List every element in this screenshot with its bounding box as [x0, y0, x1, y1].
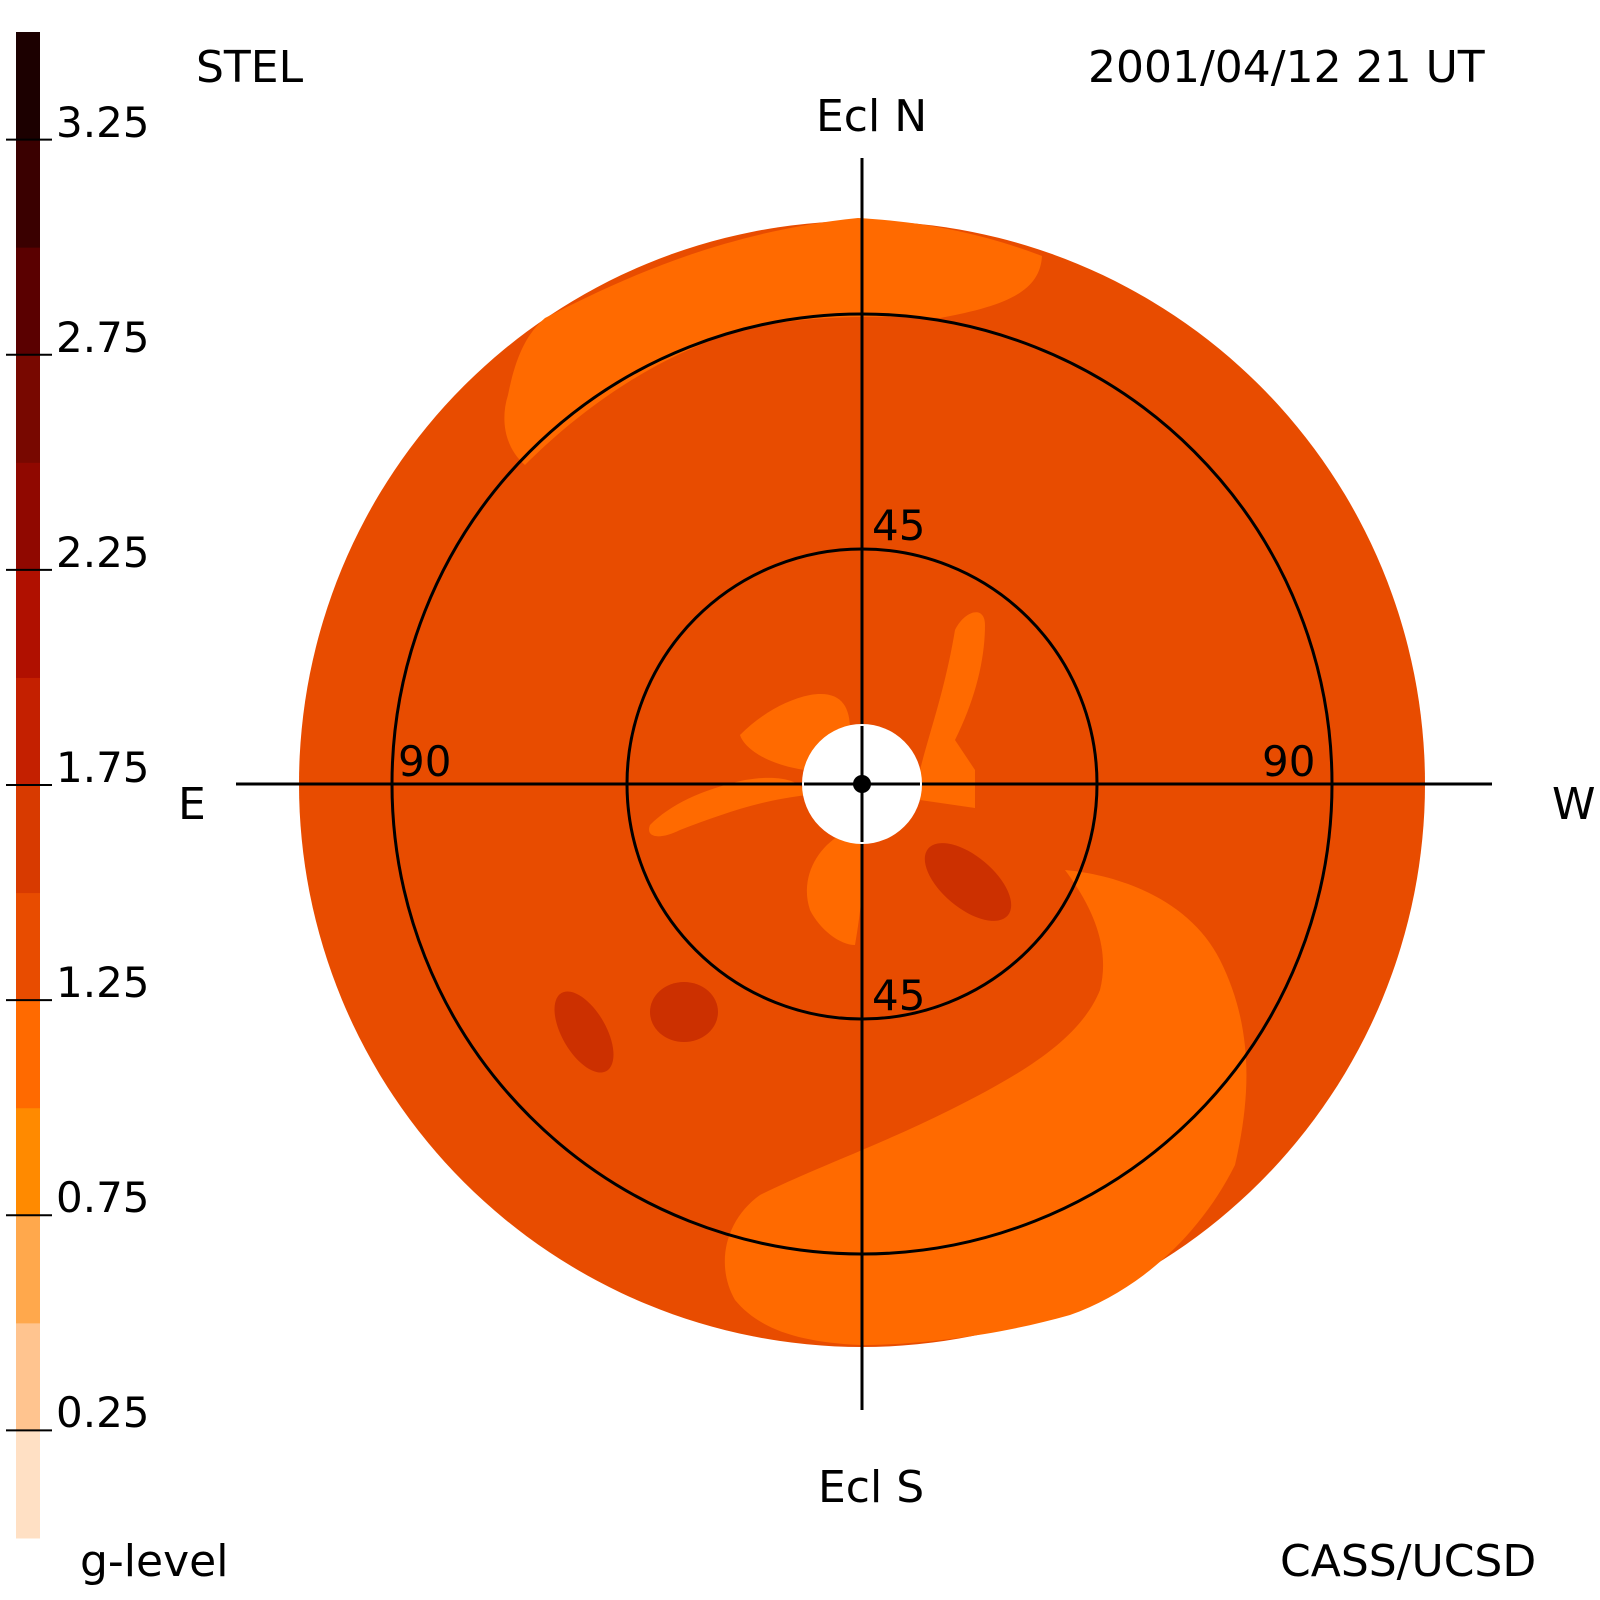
west-label: W [1552, 779, 1596, 830]
credit-label: CASS/UCSD [1280, 1536, 1537, 1587]
colorbar-band [16, 462, 40, 571]
colorbar-band [16, 32, 40, 141]
ecliptic-north-label: Ecl N [816, 91, 928, 142]
colorbar-band [16, 1322, 40, 1431]
colorbar-tick-label: 1.25 [56, 958, 150, 1008]
colorbar-tick-label: 1.75 [56, 743, 150, 792]
colorbar-tick-label: 0.25 [56, 1388, 150, 1438]
colorbar-band [16, 1000, 40, 1109]
colorbar-band [16, 785, 40, 894]
sky-map: 45 45 90 90 [236, 158, 1492, 1410]
petal-west [649, 777, 808, 837]
colorbar [6, 32, 52, 1539]
ring-90-label-left: 90 [398, 737, 451, 786]
petal-northeast [920, 612, 985, 808]
high-level-spot-2 [650, 982, 718, 1042]
ecliptic-south-label: Ecl S [818, 1462, 925, 1513]
east-label: E [178, 779, 206, 830]
instrument-label: STEL [196, 42, 304, 93]
colorbar-band [16, 569, 40, 678]
high-level-spot-1 [924, 843, 1012, 921]
colorbar-tick-label: 0.75 [56, 1173, 150, 1223]
datetime-label: 2001/04/12 21 UT [1088, 42, 1485, 93]
ring-45-label-bottom: 45 [872, 971, 925, 1020]
high-level-spot-3 [554, 991, 614, 1073]
colorbar-band [16, 1107, 40, 1216]
colorbar-tick-label: 3.25 [56, 97, 150, 147]
ring-90-label-right: 90 [1262, 737, 1315, 786]
colorbar-tick-label: 2.25 [56, 527, 150, 577]
ring-45-label-top: 45 [872, 501, 925, 550]
colorbar-band [16, 892, 40, 1001]
colorbar-band [16, 354, 40, 463]
colorbar-band [16, 1430, 40, 1539]
low-level-region-south [724, 870, 1247, 1345]
colorbar-tick-label: 2.75 [56, 312, 150, 362]
colorbar-band [16, 247, 40, 356]
colorbar-band [16, 139, 40, 248]
petal-south [806, 835, 863, 945]
low-level-region-north [504, 218, 1042, 465]
colorbar-band [16, 1215, 40, 1324]
colorbar-title: g-level [80, 1536, 229, 1587]
colorbar-band [16, 677, 40, 786]
